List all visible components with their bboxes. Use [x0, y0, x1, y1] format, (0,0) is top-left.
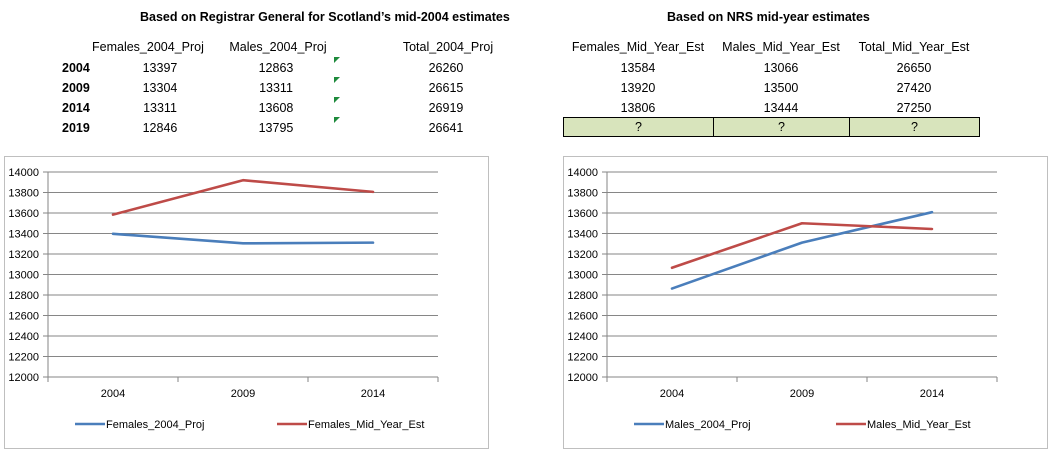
header-females-mid-year-est[interactable]: Females_Mid_Year_Est [571, 40, 705, 54]
y-tick-label: 12800 [8, 290, 39, 302]
cell-males-mid-2009[interactable]: 13500 [763, 81, 799, 95]
y-tick-label: 12600 [567, 311, 598, 323]
cell-males-mid-2004[interactable]: 13066 [763, 61, 799, 75]
legend-label[interactable]: Males_2004_Proj [665, 419, 751, 431]
y-tick-label: 13800 [8, 188, 39, 200]
cell-males-2004[interactable]: 12863 [258, 61, 294, 75]
y-tick-label: 12200 [8, 352, 39, 364]
y-tick-label: 13200 [567, 249, 598, 261]
row-label-2004[interactable]: 2004 [62, 61, 90, 75]
cell-females-mid-2004[interactable]: 13584 [620, 61, 656, 75]
header-males-mid-year-est[interactable]: Males_Mid_Year_Est [722, 40, 840, 54]
cell-females-2019[interactable]: 12846 [142, 121, 178, 135]
cell-males-2019[interactable]: 13795 [258, 121, 294, 135]
chart-females[interactable]: 14000 13800 13600 13400 13200 13000 12800 12600… [4, 156, 489, 449]
cell-females-2004[interactable]: 13397 [142, 61, 178, 75]
y-tick-label: 13200 [8, 249, 39, 261]
y-tick-label: 13600 [567, 208, 598, 220]
series-line-females-2004-proj[interactable] [111, 232, 375, 245]
legend-label[interactable]: Females_2004_Proj [106, 419, 204, 431]
series-line-females-mid-year-est[interactable] [111, 178, 375, 216]
cell-total-mid-2014[interactable]: 27250 [896, 101, 932, 115]
x-tick-label: 2004 [660, 388, 684, 400]
y-tick-label: 12600 [8, 311, 39, 323]
cell-total-2004[interactable]: 26260 [428, 61, 464, 75]
header-males-2004-proj[interactable]: Males_2004_Proj [229, 40, 327, 54]
cell-females-mid-2009[interactable]: 13920 [620, 81, 656, 95]
series-line-males-mid-year-est[interactable] [670, 221, 934, 270]
y-tick-label: 12400 [567, 331, 598, 343]
y-tick-label: 13800 [567, 188, 598, 200]
y-tick-label: 12800 [567, 290, 598, 302]
row-label-2009[interactable]: 2009 [62, 81, 90, 95]
cell-females-mid-2014[interactable]: 13806 [620, 101, 656, 115]
cell-females-2014[interactable]: 13311 [143, 101, 177, 115]
comment-marker[interactable] [334, 117, 340, 123]
y-tick-label: 14000 [8, 167, 39, 179]
y-tick-label: 13400 [8, 229, 39, 241]
comment-marker[interactable] [334, 57, 340, 63]
header-total-2004-proj[interactable]: Total_2004_Proj [402, 40, 494, 54]
cell-males-mid-2014[interactable]: 13444 [763, 101, 799, 115]
y-tick-label: 12400 [8, 331, 39, 343]
comment-marker[interactable] [334, 77, 340, 83]
cell-total-mid-2009[interactable]: 27420 [896, 81, 932, 95]
y-tick-label: 13400 [567, 229, 598, 241]
x-tick-label: 2014 [361, 388, 385, 400]
y-tick-label: 13000 [567, 270, 598, 282]
y-tick-label: 13000 [8, 270, 39, 282]
y-tick-label: 13600 [8, 208, 39, 220]
left-table-title: Based on Registrar General for Scotland’… [140, 10, 510, 24]
x-tick-label: 2009 [790, 388, 814, 400]
y-tick-label: 14000 [567, 167, 598, 179]
header-total-mid-year-est[interactable]: Total_Mid_Year_Est [858, 40, 970, 54]
unknown-cell-females[interactable]: ? [563, 117, 714, 137]
y-tick-label: 12000 [567, 372, 598, 384]
unknown-cell-total[interactable]: ? [849, 117, 980, 137]
header-females-2004-proj[interactable]: Females_2004_Proj [92, 40, 204, 54]
chart-males[interactable]: 14000 13800 13600 13400 13200 13000 12800 12600… [563, 156, 1048, 449]
x-tick-label: 2004 [101, 388, 125, 400]
chart-females-svg: 14000 13800 13600 13400 13200 13000 12800 12600… [8, 167, 439, 431]
legend-label[interactable]: Females_Mid_Year_Est [308, 419, 424, 431]
row-label-2014[interactable]: 2014 [62, 101, 90, 115]
chart-males-svg: 14000 13800 13600 13400 13200 13000 12800 12600… [567, 167, 998, 431]
legend-label[interactable]: Males_Mid_Year_Est [867, 419, 971, 431]
row-label-2019[interactable]: 2019 [62, 121, 90, 135]
y-tick-label: 12000 [8, 372, 39, 384]
x-tick-label: 2014 [920, 388, 944, 400]
cell-males-2009[interactable]: 13311 [259, 81, 293, 95]
cell-total-mid-2004[interactable]: 26650 [896, 61, 932, 75]
unknown-cell-males[interactable]: ? [713, 117, 850, 137]
cell-total-2009[interactable]: 26615 [428, 81, 464, 95]
cell-total-2019[interactable]: 26641 [428, 121, 464, 135]
cell-total-2014[interactable]: 26919 [428, 101, 464, 115]
comment-marker[interactable] [334, 97, 340, 103]
x-tick-label: 2009 [231, 388, 255, 400]
right-table-title: Based on NRS mid-year estimates [667, 10, 870, 24]
cell-males-2014[interactable]: 13608 [258, 101, 294, 115]
y-tick-label: 12200 [567, 352, 598, 364]
cell-females-2009[interactable]: 13304 [142, 81, 178, 95]
